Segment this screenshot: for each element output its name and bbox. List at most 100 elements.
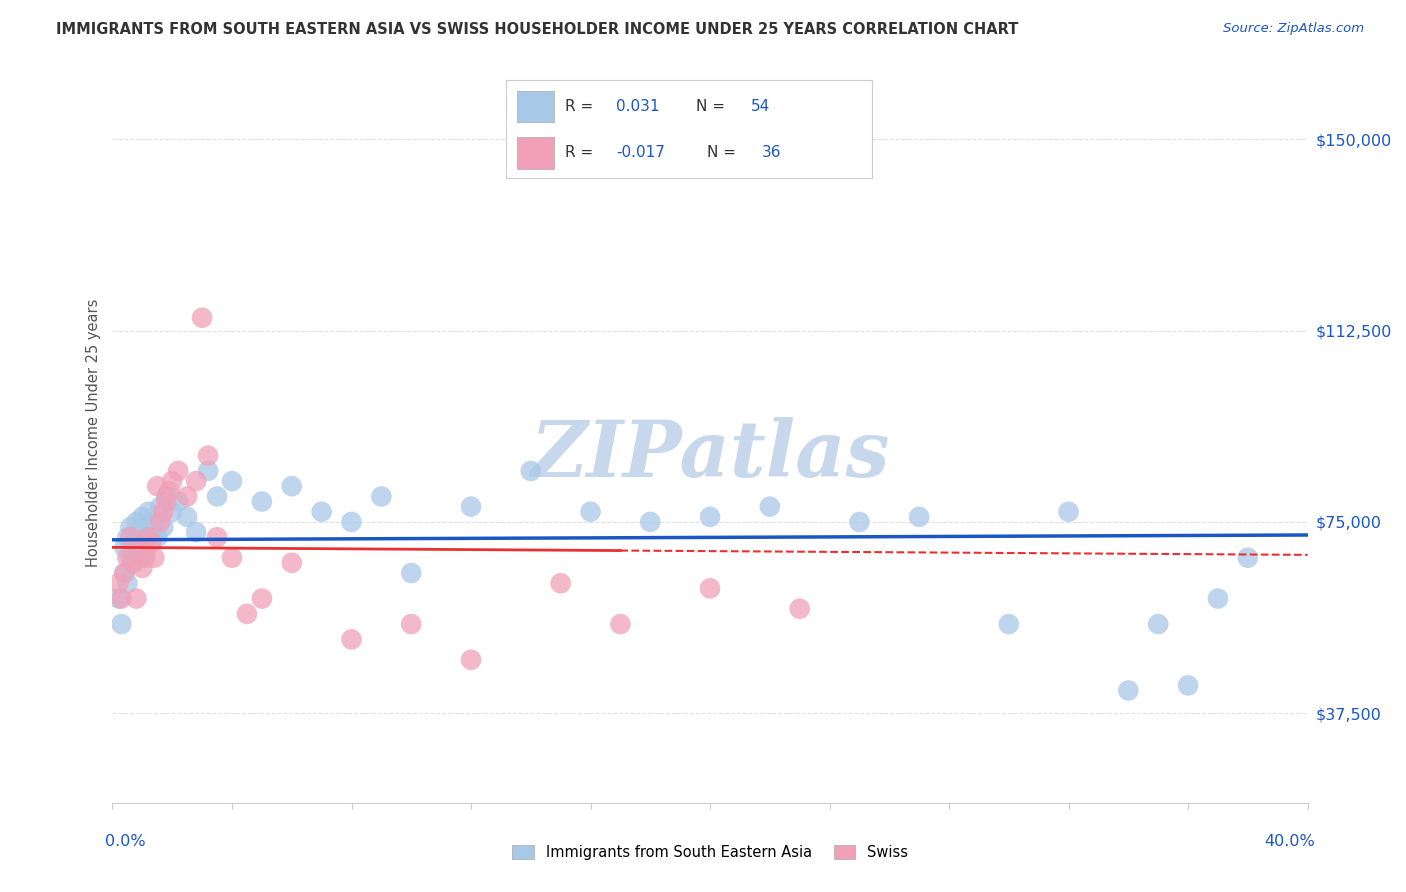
Point <box>143 550 166 565</box>
Point <box>107 576 129 591</box>
Point <box>143 515 166 529</box>
Legend: Immigrants from South Eastern Asia, Swiss: Immigrants from South Eastern Asia, Swis… <box>506 839 914 866</box>
Point <box>122 535 145 549</box>
Point <box>186 525 208 540</box>
Point <box>460 653 482 667</box>
Point <box>152 520 174 534</box>
Point <box>138 530 160 544</box>
Point <box>122 556 145 570</box>
Point <box>131 561 153 575</box>
Point <box>117 576 139 591</box>
Point <box>155 494 177 508</box>
Point <box>134 546 156 560</box>
Point <box>221 550 243 565</box>
Point <box>191 310 214 325</box>
Point <box>311 505 333 519</box>
Point <box>110 591 132 606</box>
Point <box>250 591 273 606</box>
Point <box>167 494 190 508</box>
Point <box>152 505 174 519</box>
Text: N =: N = <box>707 145 741 161</box>
Point <box>146 530 169 544</box>
Point <box>221 474 243 488</box>
Point <box>370 490 392 504</box>
FancyBboxPatch shape <box>517 91 554 122</box>
Point <box>789 601 811 615</box>
Point <box>176 490 198 504</box>
Y-axis label: Householder Income Under 25 years: Householder Income Under 25 years <box>86 299 101 566</box>
Point <box>908 509 931 524</box>
Point <box>149 500 172 514</box>
Text: ZIPatlas: ZIPatlas <box>530 417 890 493</box>
Point <box>1206 591 1229 606</box>
Point <box>699 509 721 524</box>
Point <box>699 582 721 596</box>
Point <box>117 550 139 565</box>
Point <box>186 474 208 488</box>
Point <box>1177 678 1199 692</box>
Point <box>401 566 423 580</box>
Point <box>162 505 183 519</box>
Point <box>128 550 150 565</box>
Point <box>236 607 259 621</box>
Text: N =: N = <box>696 99 730 114</box>
Point <box>155 490 177 504</box>
Point <box>1118 683 1140 698</box>
Point <box>114 566 135 580</box>
Point <box>162 474 183 488</box>
Point <box>205 490 228 504</box>
Point <box>125 591 148 606</box>
Point <box>120 530 142 544</box>
Point <box>550 576 572 591</box>
Point <box>122 556 145 570</box>
Point <box>114 566 135 580</box>
Point <box>281 556 304 570</box>
Point <box>460 500 482 514</box>
Text: 54: 54 <box>751 99 770 114</box>
Point <box>120 520 142 534</box>
Point <box>138 535 160 549</box>
Point <box>1237 550 1260 565</box>
Point <box>281 479 304 493</box>
Point <box>110 617 132 632</box>
Text: R =: R = <box>565 99 598 114</box>
Point <box>579 505 602 519</box>
Point <box>197 449 219 463</box>
Point <box>134 520 156 534</box>
Point <box>250 494 273 508</box>
Point <box>340 632 363 647</box>
Point <box>759 500 782 514</box>
Point <box>520 464 543 478</box>
Point <box>128 525 150 540</box>
Point <box>998 617 1021 632</box>
Point <box>128 541 150 555</box>
Text: R =: R = <box>565 145 598 161</box>
Point <box>167 464 190 478</box>
Text: -0.017: -0.017 <box>616 145 665 161</box>
Point <box>1057 505 1080 519</box>
Point <box>848 515 870 529</box>
Point <box>131 509 153 524</box>
Point <box>176 509 198 524</box>
Point <box>120 550 142 565</box>
Point <box>138 505 160 519</box>
Point <box>125 541 148 555</box>
Text: 0.031: 0.031 <box>616 99 659 114</box>
Point <box>141 535 163 549</box>
Point <box>107 591 129 606</box>
Point <box>141 525 163 540</box>
Point <box>134 550 156 565</box>
FancyBboxPatch shape <box>517 137 554 169</box>
Point <box>131 530 153 544</box>
Text: IMMIGRANTS FROM SOUTH EASTERN ASIA VS SWISS HOUSEHOLDER INCOME UNDER 25 YEARS CO: IMMIGRANTS FROM SOUTH EASTERN ASIA VS SW… <box>56 22 1018 37</box>
Point <box>114 541 135 555</box>
Point <box>1147 617 1170 632</box>
Point <box>340 515 363 529</box>
Point <box>197 464 219 478</box>
Text: Source: ZipAtlas.com: Source: ZipAtlas.com <box>1223 22 1364 36</box>
Point <box>401 617 423 632</box>
Text: 0.0%: 0.0% <box>105 834 146 849</box>
Point <box>640 515 662 529</box>
Text: 40.0%: 40.0% <box>1264 834 1315 849</box>
Point <box>205 530 228 544</box>
